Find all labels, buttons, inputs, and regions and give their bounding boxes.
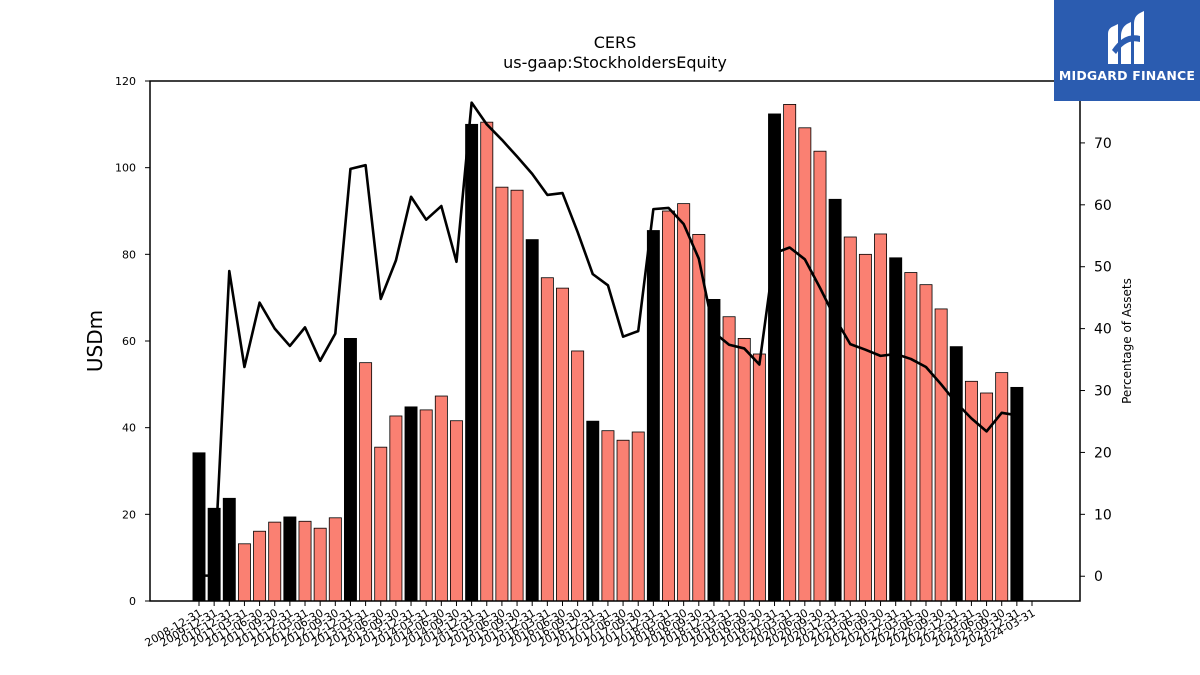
bar-2012-09-30 (328, 517, 342, 602)
bar-2017-09-30 (631, 431, 645, 602)
y-axis-label: USDm (83, 310, 107, 372)
bar-2016-06-30 (556, 287, 569, 602)
bar-2018-06-30 (677, 203, 691, 602)
bar-2022-03-31 (904, 272, 918, 602)
bar-2015-03-31 (480, 121, 494, 602)
y2-tick-label: 70 (1094, 136, 1112, 152)
bar-2016-12-31 (586, 420, 600, 602)
bar-2014-12-31 (465, 123, 479, 602)
bar-2011-03-31 (237, 543, 251, 602)
bar-2023-09-30 (995, 372, 1009, 602)
bar-2008-12-31 (192, 452, 206, 602)
bar-2021-06-30 (858, 253, 872, 602)
y-tick-label: 40 (122, 422, 136, 435)
bar-2016-03-31 (540, 277, 554, 602)
y-tick-label: 60 (122, 335, 136, 348)
bar-2020-09-30 (813, 150, 827, 602)
bar-2018-03-31 (662, 210, 675, 602)
y2-axis-label: Percentage of Assets (1120, 278, 1134, 404)
bar-2014-09-30 (450, 420, 463, 602)
bar-2019-03-31 (722, 316, 736, 602)
bar-2013-12-31 (404, 406, 418, 602)
bar-2010-12-31 (222, 497, 236, 602)
bar-2014-06-30 (434, 395, 448, 602)
chart-subtitle: us-gaap:StockholdersEquity (503, 53, 727, 72)
bar-2016-09-30 (571, 350, 585, 602)
bar-2011-12-31 (283, 516, 297, 602)
bar-2013-06-30 (374, 446, 388, 602)
bar-2015-06-30 (495, 186, 509, 602)
bar-2011-09-30 (268, 521, 282, 602)
y2-tick-label: 50 (1094, 260, 1112, 276)
midgard-finance-logo: MIDGARD FINANCE (1054, 0, 1200, 101)
bar-2017-12-31 (646, 230, 660, 602)
bar-2015-09-30 (510, 189, 524, 602)
bar-2015-12-31 (525, 239, 539, 602)
y-tick-label: 0 (129, 595, 136, 608)
axes-layer: 0204060801001200102030405060702008-12-31… (115, 75, 1112, 650)
bar-2012-12-31 (343, 337, 357, 602)
y2-tick-label: 10 (1094, 507, 1112, 523)
y2-tick-label: 60 (1094, 198, 1112, 214)
bar-2022-09-30 (934, 308, 948, 602)
y2-tick-label: 0 (1094, 569, 1103, 585)
bar-2020-06-30 (798, 127, 812, 602)
bar-2022-06-30 (919, 284, 933, 602)
y-tick-label: 20 (122, 508, 136, 521)
y2-tick-label: 20 (1094, 445, 1112, 461)
chart-title: CERS (594, 33, 637, 52)
bar-2022-12-31 (949, 346, 963, 602)
bar-2012-03-31 (298, 520, 312, 602)
y-tick-label: 120 (115, 75, 136, 88)
bar-2017-03-31 (601, 430, 615, 602)
bar-2020-03-31 (783, 104, 797, 602)
bar-2018-09-30 (692, 233, 706, 602)
bar-2019-06-30 (737, 337, 751, 602)
y-tick-label: 100 (115, 162, 136, 175)
bar-2012-06-30 (313, 527, 327, 602)
bar-2021-09-30 (874, 233, 888, 602)
bar-2013-03-31 (359, 362, 373, 602)
logo-text: MIDGARD FINANCE (1058, 68, 1196, 83)
y2-tick-label: 30 (1094, 384, 1112, 400)
bar-2011-06-30 (253, 530, 267, 602)
bar-2014-03-31 (419, 409, 433, 602)
bar-2018-12-31 (707, 298, 721, 602)
y2-tick-label: 40 (1094, 322, 1112, 338)
logo-mark-icon (1108, 11, 1144, 64)
bar-2019-09-30 (752, 353, 766, 602)
line-layer (199, 101, 1018, 577)
percentage-of-assets-line (199, 101, 1018, 577)
bar-2017-06-30 (616, 439, 630, 602)
bar-2023-12-31 (1010, 386, 1024, 602)
bar-2013-09-30 (389, 415, 403, 602)
bar-2021-03-31 (843, 236, 857, 602)
y-tick-label: 80 (122, 248, 136, 261)
bar-2019-12-31 (768, 113, 781, 602)
bar-2021-12-31 (889, 257, 903, 602)
bar-2020-12-31 (828, 198, 842, 602)
